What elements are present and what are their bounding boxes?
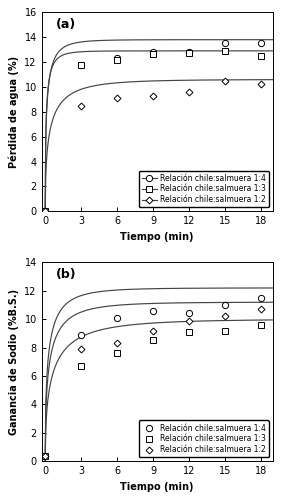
Text: (a): (a) xyxy=(55,18,76,32)
X-axis label: Tiempo (min): Tiempo (min) xyxy=(120,482,194,492)
Y-axis label: Pérdida de agua (%): Pérdida de agua (%) xyxy=(8,56,19,168)
X-axis label: Tiempo (min): Tiempo (min) xyxy=(120,232,194,241)
Text: (b): (b) xyxy=(55,268,76,281)
Y-axis label: Ganancia de Sodio (%B.S.): Ganancia de Sodio (%B.S.) xyxy=(9,288,19,435)
Legend: Relación chile:salmuera 1:4, Relación chile:salmuera 1:3, Relación chile:salmuer: Relación chile:salmuera 1:4, Relación ch… xyxy=(139,170,269,207)
Legend: Relación chile:salmuera 1:4, Relación chile:salmuera 1:3, Relación chile:salmuer: Relación chile:salmuera 1:4, Relación ch… xyxy=(139,420,269,458)
